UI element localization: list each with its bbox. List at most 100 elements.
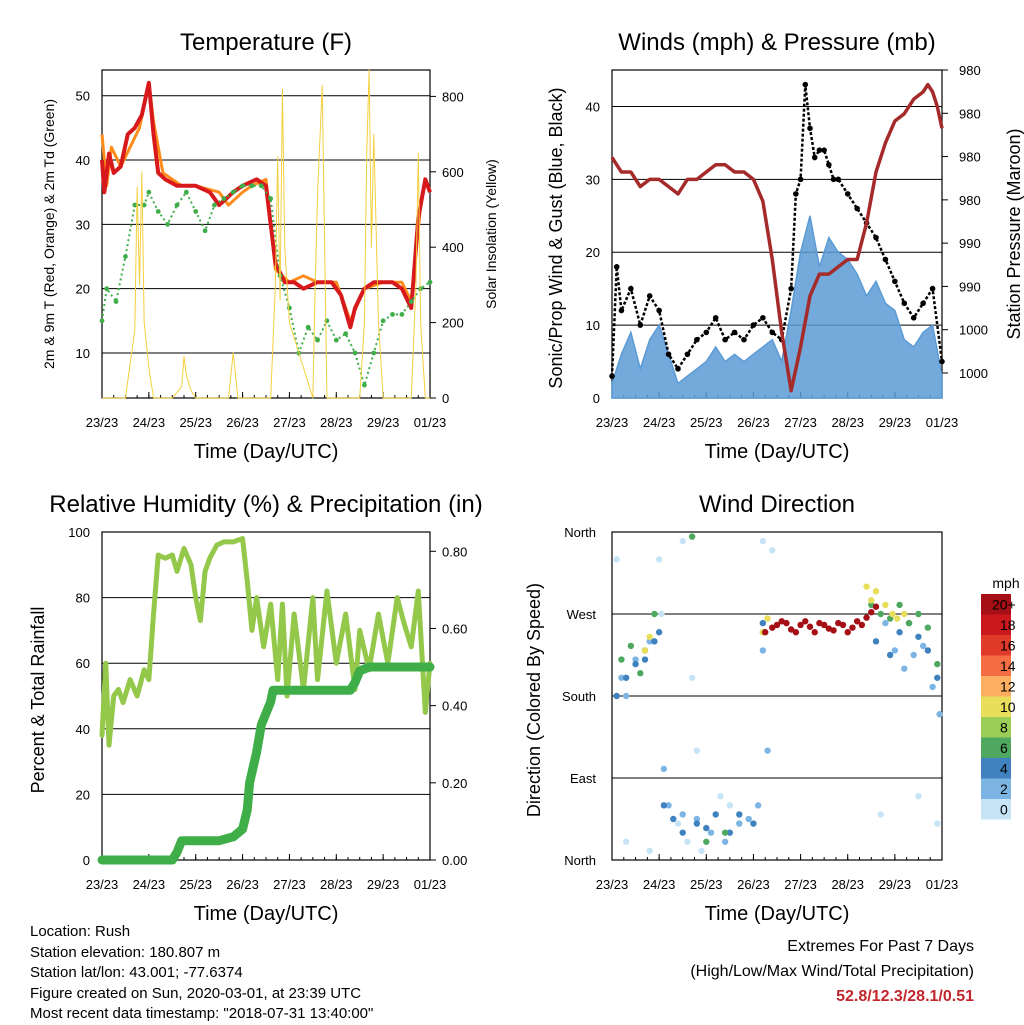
direction-point bbox=[797, 621, 804, 629]
x-tick-label: 25/23 bbox=[179, 877, 212, 892]
direction-point bbox=[868, 597, 875, 604]
y-tick-label: 30 bbox=[586, 172, 600, 187]
x-axis-label: Time (Day/UTC) bbox=[194, 441, 339, 463]
direction-point bbox=[632, 660, 639, 668]
y-tick-label: 0 bbox=[83, 853, 90, 868]
direction-point bbox=[820, 621, 828, 629]
y-tick-label: 10 bbox=[586, 318, 600, 333]
direction-point bbox=[915, 793, 922, 800]
legend-label: 8 bbox=[1000, 719, 1008, 735]
direction-point bbox=[830, 627, 837, 634]
y-tick-label: 80 bbox=[76, 591, 90, 606]
direction-point bbox=[896, 629, 903, 636]
direction-point bbox=[693, 747, 701, 754]
direction-point bbox=[618, 656, 625, 663]
direction-point bbox=[670, 815, 677, 823]
x-tick-label: 01/23 bbox=[414, 415, 447, 430]
direction-point bbox=[613, 556, 620, 563]
y-right-axis-label: Station Pressure (Maroon) bbox=[1004, 128, 1024, 339]
location-text: Location: Rush bbox=[30, 923, 131, 940]
chart-title: Relative Humidity (%) & Precipitation (i… bbox=[49, 491, 482, 518]
direction-point bbox=[703, 838, 710, 845]
y-tick-label: 40 bbox=[76, 722, 90, 737]
direction-point bbox=[924, 624, 932, 631]
direction-point bbox=[868, 608, 875, 616]
direction-point bbox=[665, 802, 672, 809]
x-tick-label: 27/23 bbox=[784, 415, 817, 430]
panel-temperature: Temperature (F) 23/23 24/23 25/23 26/23 27/23… bbox=[41, 29, 499, 463]
y-tick-label: West bbox=[567, 607, 597, 622]
extremes-values: 52.8/12.3/28.1/0.51 bbox=[836, 988, 974, 1005]
x-tick-label: 27/23 bbox=[273, 877, 306, 892]
y-right-tick-label: 990 bbox=[959, 279, 981, 294]
y-right-tick-label: 990 bbox=[959, 236, 981, 251]
direction-point bbox=[858, 621, 866, 629]
direction-point bbox=[759, 647, 767, 654]
direction-point bbox=[934, 820, 941, 827]
y-right-tick-label: 980 bbox=[959, 106, 981, 121]
y-right-axis-label: Solar Insolation (Yellow) bbox=[483, 159, 499, 309]
direction-point bbox=[769, 624, 776, 631]
y-right-tick-label: 0.40 bbox=[442, 699, 467, 714]
dewpoint-point bbox=[427, 279, 433, 285]
direction-point bbox=[934, 660, 941, 668]
y-right-tick-label: 0.20 bbox=[442, 776, 467, 791]
x-tick-label: 25/23 bbox=[690, 415, 723, 430]
legend-label: 10 bbox=[1000, 699, 1016, 715]
legend-swatch bbox=[981, 635, 1011, 656]
direction-point bbox=[915, 633, 922, 640]
panel-winds-pressure: Winds (mph) & Pressure (mb) 23/23 24/23 25/… bbox=[546, 29, 1024, 463]
legend-label: 0 bbox=[1000, 801, 1008, 817]
x-tick-label: 23/23 bbox=[596, 415, 629, 430]
extremes-subtitle: (High/Low/Max Wind/Total Precipitation) bbox=[690, 963, 974, 980]
legend-swatch bbox=[981, 614, 1011, 635]
chart-title: Winds (mph) & Pressure (mb) bbox=[618, 29, 935, 56]
direction-point bbox=[717, 793, 724, 800]
direction-point bbox=[896, 601, 903, 609]
direction-point bbox=[651, 610, 658, 618]
direction-point bbox=[901, 665, 908, 672]
extremes-title: Extremes For Past 7 Days bbox=[787, 938, 974, 955]
direction-point bbox=[853, 618, 861, 625]
wind-gust-series bbox=[610, 84, 944, 377]
extremes-box: Extremes For Past 7 Days (High/Low/Max W… bbox=[690, 934, 974, 1009]
direction-point bbox=[693, 815, 701, 823]
direction-point bbox=[641, 647, 649, 654]
direction-point bbox=[872, 603, 880, 610]
direction-point bbox=[839, 621, 847, 629]
legend-swatch bbox=[981, 655, 1011, 676]
direction-point bbox=[863, 583, 870, 590]
direction-point bbox=[658, 610, 665, 618]
legend-label: 18 bbox=[1000, 617, 1016, 633]
direction-point bbox=[618, 674, 625, 681]
x-tick-label: 01/23 bbox=[926, 415, 959, 430]
legend-swatch bbox=[981, 717, 1011, 738]
direction-point bbox=[679, 537, 686, 545]
y-tick-label: North bbox=[564, 525, 596, 540]
legend-label: 20+ bbox=[992, 596, 1016, 612]
legend-swatch bbox=[981, 799, 1011, 820]
legend-label: 16 bbox=[1000, 637, 1016, 653]
y-tick-label: East bbox=[570, 771, 596, 786]
direction-point bbox=[872, 588, 880, 595]
direction-point bbox=[872, 638, 880, 645]
direction-point bbox=[792, 629, 800, 636]
direction-point bbox=[919, 642, 927, 650]
pressure-series bbox=[610, 82, 944, 393]
legend-swatch bbox=[981, 778, 1011, 799]
x-tick-label: 28/23 bbox=[831, 415, 864, 430]
x-tick-label: 01/23 bbox=[414, 877, 447, 892]
direction-point bbox=[787, 626, 795, 633]
direction-point bbox=[901, 610, 908, 618]
y-tick-label: 60 bbox=[76, 656, 90, 671]
direction-point bbox=[764, 747, 771, 754]
y-axis-label: Sonic/Prop Wind & Gust (Blue, Black) bbox=[546, 87, 566, 388]
x-tick-label: 29/23 bbox=[879, 415, 912, 430]
y-axis-label: Percent & Total Rainfall bbox=[28, 607, 48, 794]
y-right-tick-label: 600 bbox=[442, 165, 464, 180]
x-axis-label: Time (Day/UTC) bbox=[194, 903, 339, 925]
direction-point bbox=[613, 692, 620, 700]
legend-swatch bbox=[981, 737, 1011, 758]
speed-legend: mph 20+ 18 16 14 12 10 8 6 4 2 0 bbox=[981, 575, 1020, 820]
